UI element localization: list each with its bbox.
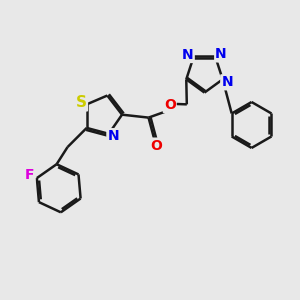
Text: O: O [164, 98, 176, 112]
Text: N: N [107, 129, 119, 143]
Text: N: N [215, 47, 227, 61]
Text: F: F [25, 168, 34, 182]
Text: S: S [76, 95, 87, 110]
Text: O: O [150, 139, 162, 153]
Text: N: N [221, 75, 233, 89]
Text: N: N [182, 48, 194, 62]
